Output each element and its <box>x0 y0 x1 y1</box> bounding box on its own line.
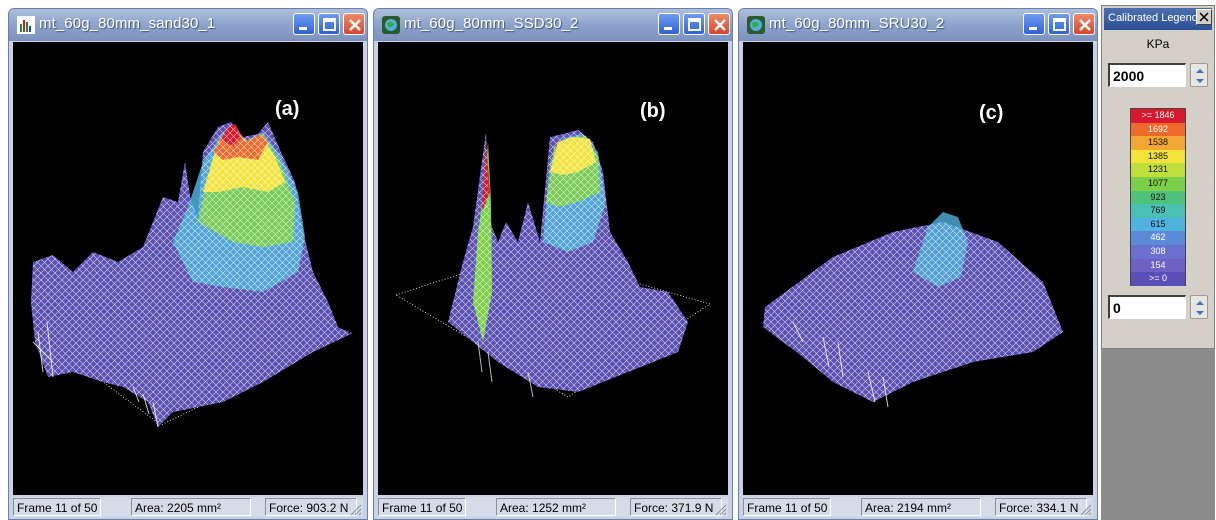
spinner-arrows-icon <box>1196 69 1204 83</box>
min-value-spinner[interactable] <box>1190 295 1208 319</box>
maximize-button[interactable] <box>318 13 340 35</box>
title-bar[interactable]: mt_60g_80mm_SRU30_2 <box>739 9 1097 41</box>
title-bar[interactable]: mt_60g_80mm_SSD30_2 <box>374 9 732 41</box>
maximize-icon <box>1053 18 1066 31</box>
status-bar: Frame 11 of 50 Area: 2205 mm² Force: 903… <box>13 497 363 517</box>
minimize-button[interactable] <box>658 13 680 35</box>
pressure-surface-image <box>763 212 1063 408</box>
scale-entry: 462 <box>1131 231 1185 246</box>
close-icon <box>714 19 726 31</box>
panel-label: (a) <box>275 98 300 120</box>
maximize-icon <box>688 18 701 31</box>
status-bar: Frame 11 of 50 Area: 2194 mm² Force: 334… <box>743 497 1093 517</box>
pressure-surface-plot: (b) <box>378 42 728 495</box>
close-button[interactable] <box>1073 13 1095 35</box>
scale-entry: 154 <box>1131 258 1185 273</box>
maximize-button[interactable] <box>683 13 705 35</box>
min-value-input[interactable]: 0 <box>1108 295 1186 319</box>
frame-indicator: Frame 11 of 50 <box>13 498 101 516</box>
scale-entry: 769 <box>1131 204 1185 218</box>
resize-grip-icon[interactable] <box>350 504 362 516</box>
frame-indicator: Frame 11 of 50 <box>378 498 466 516</box>
force-readout: Force: 371.9 N <box>630 498 722 516</box>
window-sru30[interactable]: mt_60g_80mm_SRU30_2 (c) Frame 11 of 50 A… <box>738 8 1098 520</box>
resize-grip-icon[interactable] <box>715 504 727 516</box>
background-area <box>1101 349 1215 520</box>
scale-entry: 1538 <box>1131 136 1185 150</box>
maximize-button[interactable] <box>1048 13 1070 35</box>
minimize-button[interactable] <box>1023 13 1045 35</box>
scale-entry: 1231 <box>1131 163 1185 178</box>
close-button[interactable] <box>343 13 365 35</box>
window-ssd30[interactable]: mt_60g_80mm_SSD30_2 (b) Frame 11 of 50 A… <box>373 8 733 520</box>
title-bar[interactable]: mt_60g_80mm_sand30_1 <box>9 9 367 41</box>
window-title: mt_60g_80mm_SRU30_2 <box>769 15 945 32</box>
color-scale: >= 1846 1692 1538 1385 1231 1077 923 769 615 462 3… <box>1130 108 1186 286</box>
spinner-arrows-icon <box>1196 301 1204 315</box>
minimize-icon <box>299 27 307 30</box>
force-readout: Force: 903.2 N <box>265 498 357 516</box>
scale-entry: 1692 <box>1131 122 1185 137</box>
window-title: mt_60g_80mm_SSD30_2 <box>404 15 579 32</box>
panel-label: (b) <box>640 100 666 122</box>
scale-entry: >= 1846 <box>1131 109 1185 123</box>
chart-app-icon <box>17 16 35 34</box>
calibrated-legend-window[interactable]: Calibrated Legend KPa 2000 >= 1846 1692 15… <box>1101 5 1215 349</box>
pressure-surface-plot: (a) <box>13 42 363 495</box>
scale-entry: 1385 <box>1131 149 1185 164</box>
max-value-spinner[interactable] <box>1190 63 1208 87</box>
area-readout: Area: 2194 mm² <box>861 498 981 516</box>
scale-entry: 923 <box>1131 190 1185 205</box>
maximize-icon <box>323 18 336 31</box>
area-readout: Area: 2205 mm² <box>131 498 251 516</box>
legend-title-bar[interactable]: Calibrated Legend <box>1104 8 1212 30</box>
panel-label: (c) <box>979 102 1004 124</box>
scale-entry: 1077 <box>1131 177 1185 191</box>
minimize-icon <box>1029 27 1037 30</box>
max-value-input[interactable]: 2000 <box>1108 63 1186 87</box>
scale-entry: 308 <box>1131 245 1185 259</box>
scale-entry: >= 0 <box>1131 272 1185 286</box>
window-sand30[interactable]: mt_60g_80mm_sand30_1 (a) Frame 11 of 50 … <box>8 8 368 520</box>
force-readout: Force: 334.1 N <box>995 498 1087 516</box>
close-button[interactable] <box>708 13 730 35</box>
resize-grip-icon[interactable] <box>1080 504 1092 516</box>
globe-app-icon <box>747 16 765 34</box>
globe-app-icon <box>382 16 400 34</box>
window-title: mt_60g_80mm_sand30_1 <box>39 15 216 32</box>
pressure-surface-image <box>31 122 353 428</box>
legend-title: Calibrated Legend <box>1108 12 1198 24</box>
pressure-surface-plot: (c) <box>743 42 1093 495</box>
scale-entry: 615 <box>1131 217 1185 232</box>
frame-indicator: Frame 11 of 50 <box>743 498 831 516</box>
close-icon <box>1079 19 1091 31</box>
pressure-surface-image <box>395 130 711 398</box>
area-readout: Area: 1252 mm² <box>496 498 616 516</box>
legend-close-button[interactable] <box>1196 9 1212 25</box>
status-bar: Frame 11 of 50 Area: 1252 mm² Force: 371… <box>378 497 728 517</box>
minimize-button[interactable] <box>293 13 315 35</box>
legend-unit: KPa <box>1146 37 1170 51</box>
close-icon <box>349 19 361 31</box>
minimize-icon <box>664 27 672 30</box>
close-icon <box>1199 12 1209 22</box>
